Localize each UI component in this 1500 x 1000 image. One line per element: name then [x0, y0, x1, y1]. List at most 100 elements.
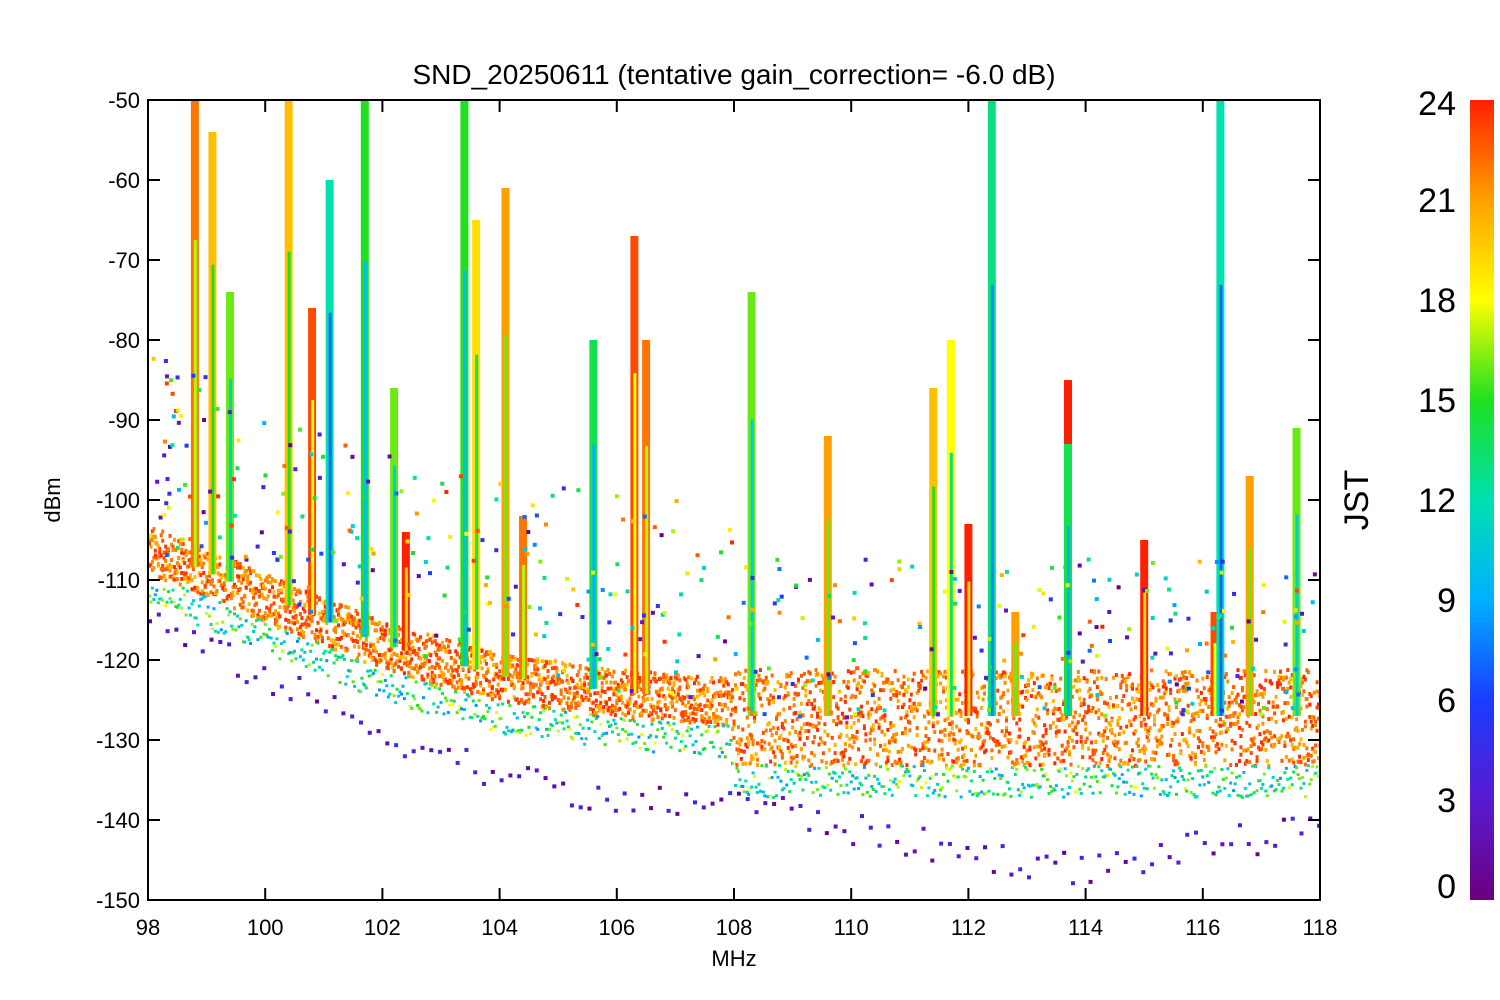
data-point — [804, 688, 808, 693]
data-point — [317, 596, 321, 601]
data-point — [155, 588, 159, 592]
data-point — [351, 631, 355, 636]
data-point — [1230, 738, 1234, 743]
data-point — [975, 690, 979, 695]
data-point — [1220, 742, 1224, 747]
data-point — [879, 765, 883, 769]
data-point — [852, 616, 857, 621]
data-point — [977, 732, 981, 737]
data-point — [568, 662, 572, 667]
data-point — [1106, 752, 1110, 757]
data-point — [1166, 713, 1170, 718]
data-point — [848, 743, 852, 748]
data-point — [175, 375, 180, 380]
data-point — [1139, 723, 1143, 728]
data-point — [375, 693, 379, 697]
signal-column-inner — [592, 444, 596, 689]
data-point — [455, 760, 460, 765]
data-point — [1314, 743, 1318, 748]
data-point — [845, 725, 849, 730]
data-point — [457, 664, 461, 669]
data-point — [399, 692, 403, 696]
data-point — [1032, 721, 1036, 726]
y-tick-label: -50 — [108, 88, 140, 113]
data-point — [216, 564, 220, 569]
data-point — [942, 589, 947, 594]
data-point — [540, 659, 544, 664]
data-point — [1047, 791, 1051, 795]
data-point — [843, 699, 847, 704]
data-point — [227, 410, 232, 415]
data-point — [816, 672, 820, 677]
data-point — [1277, 675, 1281, 680]
data-point — [1082, 702, 1086, 707]
data-point — [1119, 685, 1123, 690]
data-point — [715, 634, 720, 639]
data-point — [1300, 775, 1304, 779]
data-point — [490, 657, 494, 662]
data-point — [703, 693, 707, 698]
data-point — [1261, 782, 1265, 786]
data-point — [1237, 712, 1241, 717]
y-tick-label: -100 — [96, 488, 140, 513]
data-point — [1311, 764, 1315, 768]
data-point — [266, 613, 270, 618]
data-point — [698, 752, 702, 756]
data-point — [1042, 706, 1047, 711]
data-point — [773, 738, 777, 743]
data-point — [1035, 707, 1039, 712]
data-point — [944, 675, 948, 680]
data-point — [250, 587, 254, 592]
data-point — [1161, 679, 1165, 684]
data-point — [1152, 713, 1156, 718]
data-point — [282, 605, 286, 610]
data-point — [1192, 717, 1196, 722]
data-point — [1317, 823, 1320, 828]
data-point — [583, 742, 587, 746]
data-point — [1024, 753, 1028, 758]
data-point — [1040, 767, 1044, 771]
data-point — [1179, 676, 1183, 681]
data-point — [574, 701, 578, 706]
data-point — [1151, 750, 1155, 755]
data-point — [703, 683, 707, 688]
data-point — [152, 527, 156, 532]
data-point — [1034, 694, 1038, 699]
data-point — [246, 577, 250, 582]
data-point — [187, 576, 191, 581]
data-point — [924, 745, 928, 750]
data-point — [915, 726, 919, 731]
signal-column-inner — [967, 581, 971, 716]
data-point — [1249, 744, 1253, 749]
data-point — [1201, 676, 1205, 681]
data-point — [753, 669, 758, 674]
data-point — [600, 666, 604, 671]
data-point — [933, 705, 938, 710]
data-point — [1211, 626, 1216, 631]
data-point — [1172, 603, 1177, 608]
data-point — [826, 732, 830, 737]
data-point — [1116, 585, 1121, 590]
data-point — [295, 620, 299, 625]
data-point — [909, 745, 913, 750]
data-point — [666, 686, 670, 691]
colorbar-tick-label: 24 — [1418, 85, 1456, 123]
data-point — [171, 588, 175, 592]
data-point — [1246, 842, 1251, 847]
data-point — [386, 659, 390, 664]
data-point — [1052, 685, 1057, 690]
data-point — [438, 643, 442, 648]
data-point — [603, 689, 607, 694]
data-point — [429, 748, 434, 753]
data-point — [1109, 754, 1113, 759]
data-point — [974, 791, 978, 795]
data-point — [1257, 723, 1261, 728]
data-point — [561, 679, 565, 684]
data-point — [849, 780, 853, 784]
data-point — [1076, 669, 1080, 674]
data-point — [807, 729, 811, 734]
data-point — [1202, 686, 1206, 691]
data-point — [1056, 756, 1060, 761]
data-point — [148, 539, 151, 544]
data-point — [962, 701, 966, 706]
